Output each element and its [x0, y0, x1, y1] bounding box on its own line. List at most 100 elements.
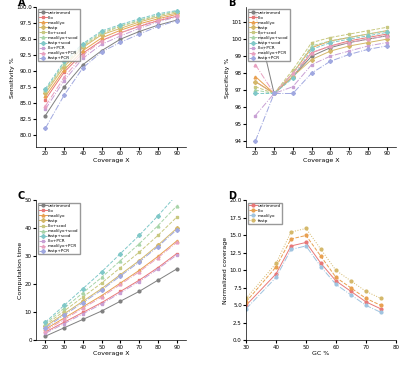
- X-axis label: Coverage X: Coverage X: [93, 351, 129, 356]
- fastp+scod: [118, 22, 123, 27]
- lilo: [318, 254, 323, 259]
- untrimmed: [364, 300, 368, 304]
- lilo+PCR: [80, 56, 85, 61]
- untrimmed: [318, 261, 323, 266]
- maxlilyo: [43, 94, 48, 99]
- lilo: [334, 275, 338, 280]
- maxlilyo: [334, 282, 338, 287]
- Line: fastp+PCR: fastp+PCR: [44, 19, 178, 130]
- Line: untrimmed: untrimmed: [245, 241, 382, 310]
- fastp+PCR: [174, 18, 179, 23]
- maxlilyo: [349, 293, 354, 297]
- fastp: [43, 91, 48, 95]
- maxlilyo: [378, 310, 383, 314]
- fastp: [378, 296, 383, 301]
- fastp: [244, 296, 248, 301]
- untrimmed: [62, 85, 66, 89]
- maxlilyo+scod: [80, 43, 85, 47]
- fastp+PCR: [43, 126, 48, 131]
- Text: D: D: [228, 191, 236, 201]
- maxlilyo: [318, 265, 323, 269]
- fastp+scod: [156, 11, 160, 16]
- Text: A: A: [18, 0, 26, 8]
- Y-axis label: Normalized coverage: Normalized coverage: [223, 237, 228, 304]
- lilo: [137, 24, 142, 29]
- lilo+PCR: [43, 107, 48, 111]
- maxlilyo: [99, 36, 104, 40]
- X-axis label: Coverage X: Coverage X: [303, 158, 339, 163]
- lilo: [99, 38, 104, 43]
- untrimmed: [244, 303, 248, 307]
- lilo: [43, 97, 48, 102]
- fastp+PCR: [156, 24, 160, 29]
- lilo+scod: [62, 63, 66, 67]
- fastp: [318, 247, 323, 252]
- lilo+scod: [118, 24, 123, 29]
- untrimmed: [334, 279, 338, 283]
- maxlilyo+PCR: [156, 18, 160, 22]
- fastp+PCR: [80, 65, 85, 70]
- maxlilyo+PCR: [99, 39, 104, 43]
- maxlilyo: [174, 12, 179, 17]
- lilo: [364, 296, 368, 301]
- lilo: [118, 31, 123, 35]
- Legend: untrimmed, lilo, maxlilyo, fastp, lilo+scod, maxlilyo+scod, fastp+scod, lilo+PCR: untrimmed, lilo, maxlilyo, fastp, lilo+s…: [38, 202, 80, 255]
- fastp: [80, 45, 85, 50]
- untrimmed: [80, 63, 85, 67]
- lilo+scod: [43, 89, 48, 94]
- lilo+PCR: [137, 26, 142, 31]
- maxlilyo: [289, 247, 294, 252]
- Y-axis label: Computation time: Computation time: [18, 242, 24, 299]
- Line: maxlilyo+PCR: maxlilyo+PCR: [44, 14, 178, 107]
- maxlilyo: [364, 303, 368, 307]
- lilo: [62, 70, 66, 74]
- fastp+scod: [174, 9, 179, 13]
- fastp+PCR: [62, 93, 66, 97]
- lilo: [174, 14, 179, 18]
- fastp: [137, 20, 142, 24]
- Line: lilo+scod: lilo+scod: [44, 10, 178, 93]
- maxlilyo+PCR: [62, 75, 66, 80]
- fastp+scod: [62, 59, 66, 64]
- untrimmed: [289, 244, 294, 248]
- fastp+scod: [137, 17, 142, 21]
- Line: lilo+PCR: lilo+PCR: [44, 16, 178, 111]
- maxlilyo+PCR: [118, 31, 123, 35]
- Line: fastp: fastp: [245, 227, 382, 300]
- fastp: [334, 268, 338, 273]
- fastp+scod: [80, 41, 85, 46]
- maxlilyo: [274, 275, 278, 280]
- fastp: [289, 230, 294, 234]
- lilo+scod: [137, 18, 142, 23]
- Line: lilo: lilo: [245, 234, 382, 307]
- maxlilyo: [137, 22, 142, 26]
- X-axis label: GC %: GC %: [312, 351, 330, 356]
- untrimmed: [137, 29, 142, 34]
- maxlilyo+scod: [137, 18, 142, 22]
- Line: lilo: lilo: [44, 15, 178, 101]
- lilo+scod: [80, 44, 85, 48]
- untrimmed: [99, 48, 104, 53]
- fastp: [274, 261, 278, 266]
- maxlilyo: [80, 48, 85, 53]
- Line: untrimmed: untrimmed: [44, 19, 178, 117]
- Text: B: B: [228, 0, 235, 8]
- maxlilyo+scod: [174, 9, 179, 13]
- fastp: [62, 64, 66, 69]
- lilo: [289, 237, 294, 241]
- maxlilyo+PCR: [174, 13, 179, 17]
- fastp+PCR: [137, 32, 142, 36]
- fastp: [304, 226, 308, 231]
- untrimmed: [118, 37, 123, 41]
- Y-axis label: Sensitivity %: Sensitivity %: [10, 57, 15, 98]
- untrimmed: [174, 18, 179, 22]
- lilo: [349, 286, 354, 290]
- lilo+scod: [99, 31, 104, 36]
- maxlilyo: [156, 17, 160, 21]
- Legend: untrimmed, lilo, maxlilyo, fastp: untrimmed, lilo, maxlilyo, fastp: [248, 202, 282, 224]
- fastp+scod: [99, 29, 104, 33]
- lilo+PCR: [174, 15, 179, 19]
- lilo: [304, 233, 308, 238]
- lilo: [156, 18, 160, 23]
- maxlilyo+PCR: [137, 24, 142, 28]
